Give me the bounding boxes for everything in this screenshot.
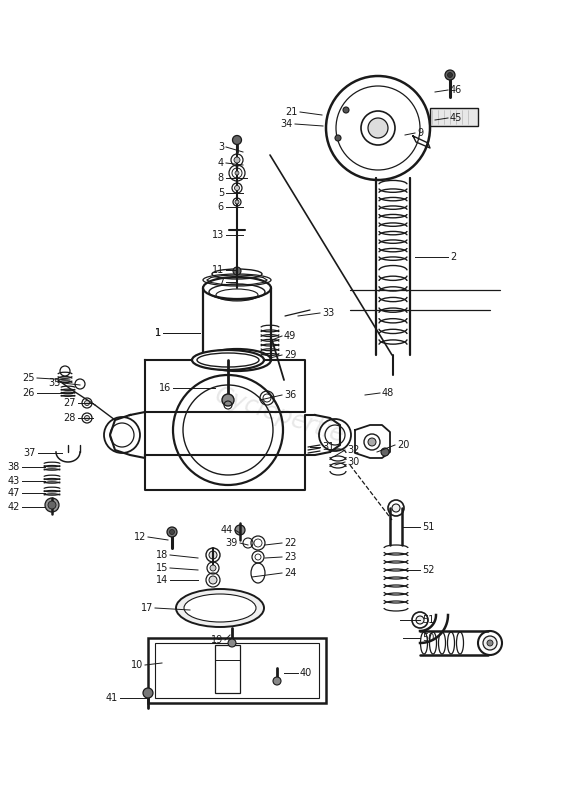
Text: 28: 28 bbox=[64, 413, 76, 423]
Text: 17: 17 bbox=[141, 603, 153, 613]
Text: 5: 5 bbox=[218, 188, 224, 198]
Text: 24: 24 bbox=[284, 568, 297, 578]
Text: Cyclepertie: Cyclepertie bbox=[212, 383, 347, 447]
Circle shape bbox=[235, 171, 239, 175]
Text: 9: 9 bbox=[417, 128, 423, 138]
Circle shape bbox=[167, 527, 177, 537]
Text: 33: 33 bbox=[322, 308, 334, 318]
Circle shape bbox=[368, 438, 376, 446]
Circle shape bbox=[85, 415, 89, 421]
Circle shape bbox=[143, 688, 153, 698]
Text: 37: 37 bbox=[24, 448, 36, 458]
Circle shape bbox=[361, 111, 395, 145]
Text: 8: 8 bbox=[218, 173, 224, 183]
Bar bbox=[215, 645, 240, 693]
Circle shape bbox=[263, 394, 271, 402]
Text: 27: 27 bbox=[63, 398, 76, 408]
Circle shape bbox=[235, 200, 239, 204]
Circle shape bbox=[392, 504, 400, 512]
Text: 3: 3 bbox=[218, 142, 224, 152]
Text: 6: 6 bbox=[218, 202, 224, 212]
Circle shape bbox=[209, 576, 217, 584]
Circle shape bbox=[416, 616, 424, 624]
Circle shape bbox=[447, 73, 453, 78]
Text: 2: 2 bbox=[450, 252, 457, 262]
Text: 39: 39 bbox=[226, 538, 238, 548]
Circle shape bbox=[381, 448, 389, 456]
Ellipse shape bbox=[184, 594, 256, 622]
Text: 36: 36 bbox=[284, 390, 296, 400]
Text: 20: 20 bbox=[397, 440, 410, 450]
Text: 34: 34 bbox=[281, 119, 293, 129]
Text: 43: 43 bbox=[8, 476, 20, 486]
Circle shape bbox=[210, 565, 216, 571]
Circle shape bbox=[343, 107, 349, 113]
Ellipse shape bbox=[176, 589, 264, 627]
Text: 51: 51 bbox=[422, 522, 434, 532]
Text: 7: 7 bbox=[218, 277, 224, 287]
Text: 16: 16 bbox=[159, 383, 171, 393]
Ellipse shape bbox=[203, 277, 271, 299]
Circle shape bbox=[368, 118, 388, 138]
Text: 51: 51 bbox=[422, 615, 434, 625]
Ellipse shape bbox=[192, 350, 264, 370]
Text: 38: 38 bbox=[8, 462, 20, 472]
Bar bbox=[430, 108, 478, 126]
Text: 22: 22 bbox=[284, 538, 297, 548]
Circle shape bbox=[170, 530, 175, 534]
Text: 13: 13 bbox=[212, 230, 224, 240]
Text: 30: 30 bbox=[347, 457, 359, 467]
Circle shape bbox=[233, 135, 241, 145]
Text: 29: 29 bbox=[284, 350, 297, 360]
Circle shape bbox=[255, 554, 261, 560]
Text: 14: 14 bbox=[156, 575, 168, 585]
Text: 52: 52 bbox=[422, 565, 434, 575]
Circle shape bbox=[234, 186, 240, 190]
Circle shape bbox=[487, 640, 493, 646]
Text: 46: 46 bbox=[450, 85, 462, 95]
Text: 47: 47 bbox=[7, 488, 20, 498]
Circle shape bbox=[222, 394, 234, 406]
Circle shape bbox=[48, 501, 56, 509]
Text: 12: 12 bbox=[134, 532, 146, 542]
Bar bbox=[148, 638, 326, 703]
Text: 23: 23 bbox=[284, 552, 297, 562]
Text: 32: 32 bbox=[347, 445, 359, 455]
Circle shape bbox=[45, 498, 59, 512]
Circle shape bbox=[235, 525, 245, 535]
Text: 48: 48 bbox=[382, 388, 394, 398]
Text: 25: 25 bbox=[23, 373, 35, 383]
Text: 50: 50 bbox=[422, 633, 434, 643]
Text: 11: 11 bbox=[212, 265, 224, 275]
Circle shape bbox=[233, 267, 241, 275]
Text: 15: 15 bbox=[155, 563, 168, 573]
Circle shape bbox=[85, 401, 89, 406]
Text: 42: 42 bbox=[7, 502, 20, 512]
Text: 31: 31 bbox=[322, 442, 334, 452]
Text: 1: 1 bbox=[155, 328, 161, 338]
Text: 49: 49 bbox=[284, 331, 296, 341]
Text: 21: 21 bbox=[286, 107, 298, 117]
Circle shape bbox=[209, 551, 217, 559]
Text: 44: 44 bbox=[221, 525, 233, 535]
Circle shape bbox=[254, 539, 262, 547]
Circle shape bbox=[273, 677, 281, 685]
Text: 4: 4 bbox=[218, 158, 224, 168]
Circle shape bbox=[483, 636, 497, 650]
Text: 40: 40 bbox=[300, 668, 312, 678]
Circle shape bbox=[445, 70, 455, 80]
Bar bbox=[155, 643, 319, 698]
Text: 41: 41 bbox=[106, 693, 118, 703]
Text: 45: 45 bbox=[450, 113, 462, 123]
Text: 26: 26 bbox=[23, 388, 35, 398]
Text: 19: 19 bbox=[211, 635, 223, 645]
Text: 1: 1 bbox=[155, 328, 161, 338]
Text: 10: 10 bbox=[131, 660, 143, 670]
Circle shape bbox=[234, 157, 240, 163]
Text: 18: 18 bbox=[156, 550, 168, 560]
Circle shape bbox=[335, 135, 341, 141]
Circle shape bbox=[228, 639, 236, 647]
Text: 35: 35 bbox=[49, 378, 61, 388]
